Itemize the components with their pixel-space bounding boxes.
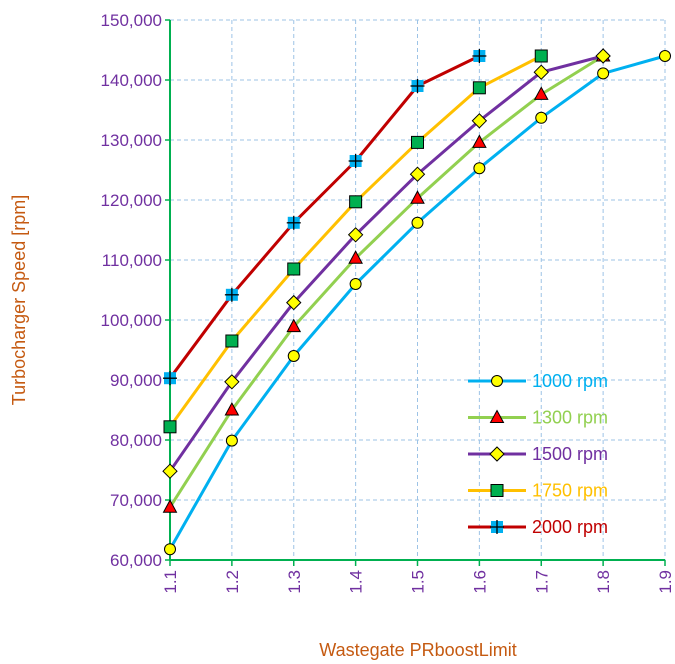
x-tick-label: 1.1	[161, 570, 180, 594]
data-point	[349, 195, 363, 209]
data-point	[162, 499, 178, 513]
data-point	[595, 48, 611, 64]
x-tick-label: 1.5	[409, 570, 428, 594]
data-point	[348, 250, 363, 264]
y-tick-label: 140,000	[101, 71, 162, 90]
data-point	[347, 227, 364, 243]
y-tick-label: 110,000	[102, 251, 162, 270]
data-point	[224, 374, 240, 390]
x-axis-title: Wastegate PRboostLimit	[319, 640, 516, 660]
x-tick-label: 1.4	[347, 570, 366, 594]
legend-label: 1300 rpm	[532, 408, 608, 428]
legend-label: 2000 rpm	[532, 517, 608, 537]
series-markers	[162, 47, 671, 556]
series-line-1500-rpm	[168, 54, 604, 473]
data-point	[491, 375, 503, 387]
data-point	[287, 350, 300, 362]
data-point	[287, 262, 301, 276]
y-axis-title: Turbocharger Speed [rpm]	[9, 195, 29, 405]
data-point	[411, 216, 424, 229]
y-tick-label: 120,000	[101, 191, 162, 210]
data-point	[349, 278, 362, 290]
legend-label: 1500 rpm	[532, 444, 608, 464]
data-point	[410, 190, 425, 204]
data-point	[489, 446, 505, 462]
data-point	[225, 334, 239, 348]
y-tick-label: 80,000	[110, 431, 162, 450]
series-line-1300-rpm	[168, 54, 604, 509]
x-tick-labels: 1.1 1.2 1.3 1.4 1.5 1.6 1.7 1.8 1.9	[161, 570, 675, 594]
x-tick-label: 1.3	[285, 570, 304, 594]
data-point	[472, 134, 487, 148]
data-point	[472, 81, 486, 95]
data-point	[597, 67, 610, 80]
data-point	[163, 371, 177, 386]
x-tick-label: 1.6	[470, 570, 489, 594]
x-tick-label: 1.8	[594, 570, 613, 594]
data-point	[410, 79, 425, 93]
legend-label: 1000 rpm	[532, 371, 608, 391]
data-point	[162, 463, 178, 479]
data-point	[472, 49, 487, 63]
y-tick-label: 90,000	[110, 371, 162, 390]
data-point	[225, 434, 238, 447]
data-point	[489, 409, 505, 423]
y-tick-labels: 60,000 70,000 80,000 90,000 100,000 110,000 12…	[101, 11, 162, 570]
y-tick-label: 100,000	[101, 311, 162, 330]
data-point	[533, 64, 549, 80]
data-point	[534, 49, 548, 63]
data-point	[163, 420, 177, 434]
data-point	[224, 287, 239, 302]
y-tick-label: 150,000	[101, 11, 162, 30]
data-point	[286, 318, 302, 333]
x-tick-label: 1.2	[223, 570, 242, 594]
data-point	[490, 520, 504, 534]
data-point	[471, 113, 488, 129]
data-point	[348, 154, 363, 168]
x-tick-label: 1.7	[532, 570, 551, 594]
data-point	[535, 111, 548, 124]
data-point	[490, 484, 504, 497]
gridlines	[169, 19, 666, 561]
data-point	[164, 543, 176, 556]
series-line-2000-rpm	[168, 54, 481, 380]
x-tick-label: 1.9	[656, 570, 675, 594]
data-point	[411, 135, 424, 149]
legend-label: 1750 rpm	[532, 481, 608, 501]
data-point	[224, 401, 240, 416]
data-point	[286, 215, 301, 230]
y-tick-label: 130,000	[101, 131, 162, 150]
data-point	[286, 294, 302, 311]
y-tick-label: 70,000	[110, 491, 162, 510]
data-point	[533, 86, 549, 100]
y-tick-label: 60,000	[110, 551, 162, 570]
data-point	[473, 162, 486, 175]
data-point	[659, 50, 671, 62]
data-point	[409, 166, 426, 182]
legend: 1000 rpm 1300 rpm 1500 rpm 1750 rpm 2000 rpm	[468, 371, 608, 537]
